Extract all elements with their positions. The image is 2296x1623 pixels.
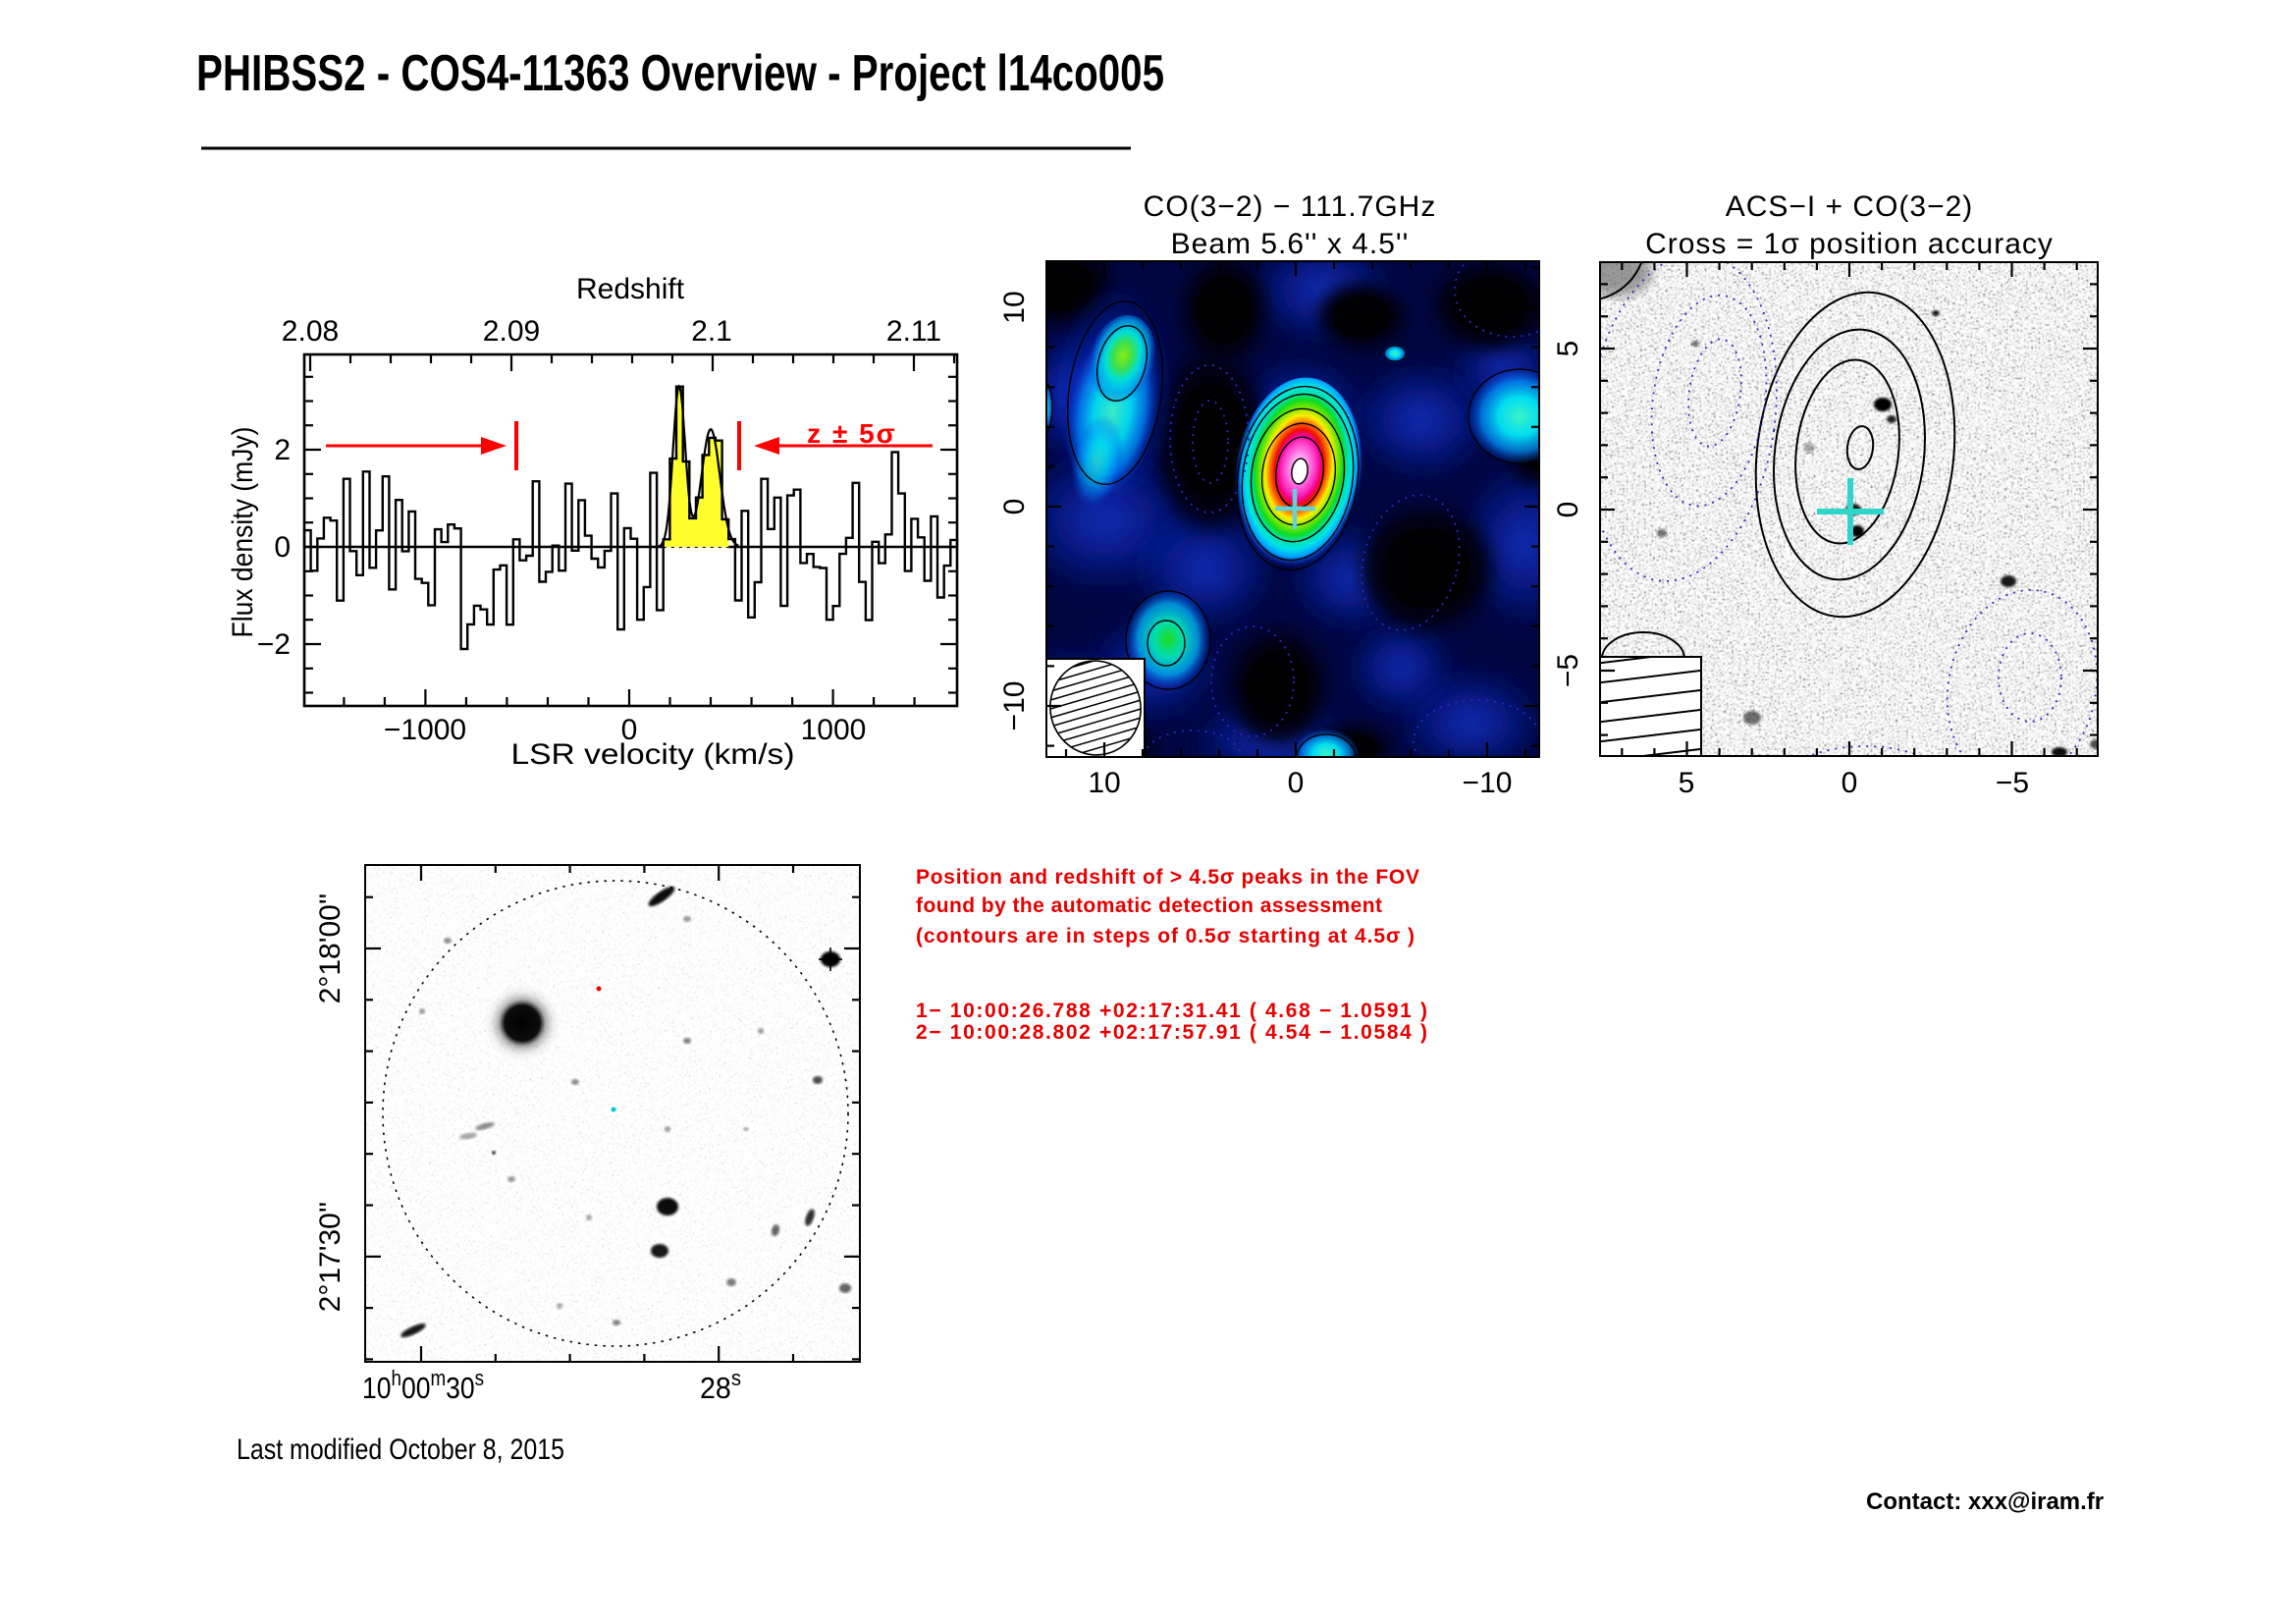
svg-text:2.09: 2.09 bbox=[483, 315, 540, 348]
svg-text:Contact: xxx@iram.fr: Contact: xxx@iram.fr bbox=[1866, 1488, 2104, 1515]
svg-text:0: 0 bbox=[621, 714, 638, 746]
svg-text:Cross = 1σ position accura: Cross = 1σ position accuracy bbox=[1645, 228, 2054, 260]
svg-text:2°17'30'': 2°17'30'' bbox=[314, 1202, 347, 1313]
svg-text:0: 0 bbox=[1552, 502, 1584, 518]
svg-text:0: 0 bbox=[1842, 767, 1858, 799]
svg-text:5: 5 bbox=[1552, 341, 1584, 357]
svg-text:0: 0 bbox=[274, 531, 291, 564]
svg-text:5: 5 bbox=[1679, 767, 1695, 799]
svg-text:10h00m30s: 10h00m30s bbox=[362, 1366, 484, 1405]
svg-text:CO(3−2) − 111.7GHz: CO(3−2) − 111.7GHz bbox=[1144, 190, 1437, 223]
svg-text:1− 10:00:26.788 +02:17:31.: 1− 10:00:26.788 +02:17:31.41 ( 4.68 − 1.… bbox=[916, 1000, 1427, 1022]
svg-text:found by the automatic detecti: found by the automatic detection assessm… bbox=[916, 894, 1382, 917]
svg-text:−10: −10 bbox=[1463, 767, 1513, 799]
svg-text:0: 0 bbox=[1288, 767, 1305, 799]
svg-text:−10: −10 bbox=[998, 681, 1031, 731]
svg-text:Last modified October 8, 2015: Last modified October 8, 2015 bbox=[237, 1434, 564, 1466]
svg-text:LSR velocity (km/s): LSR velocity (km/s) bbox=[511, 738, 795, 771]
svg-text:10: 10 bbox=[1088, 767, 1120, 799]
svg-text:−1000: −1000 bbox=[384, 714, 466, 746]
svg-text:Redshift: Redshift bbox=[576, 273, 685, 305]
svg-text:z ± 5σ: z ± 5σ bbox=[807, 418, 897, 449]
svg-text:2.08: 2.08 bbox=[282, 315, 339, 348]
svg-text:2− 10:00:28.802 +02:17:57.: 2− 10:00:28.802 +02:17:57.91 ( 4.54 − 1.… bbox=[916, 1021, 1427, 1044]
svg-text:Flux density (mJy): Flux density (mJy) bbox=[227, 427, 259, 638]
svg-text:ACS−I + CO(3−2): ACS−I + CO(3−2) bbox=[1726, 190, 1974, 223]
svg-text:0: 0 bbox=[998, 499, 1031, 515]
svg-text:28s: 28s bbox=[700, 1366, 741, 1405]
svg-text:2.1: 2.1 bbox=[691, 315, 732, 348]
svg-text:−5: −5 bbox=[1552, 654, 1584, 687]
svg-text:−5: −5 bbox=[1996, 767, 2029, 799]
svg-text:2: 2 bbox=[274, 434, 291, 466]
svg-text:10: 10 bbox=[998, 291, 1031, 323]
svg-text:(contours are in steps of 0.5σ: (contours are in steps of 0.5σ starting … bbox=[916, 925, 1415, 947]
svg-text:Position and redshift of > 4.5: Position and redshift of > 4.5σ peaks in… bbox=[916, 866, 1419, 889]
svg-text:2.11: 2.11 bbox=[886, 315, 941, 348]
svg-text:Beam 5.6'' x 4.5'': Beam 5.6'' x 4.5'' bbox=[1171, 228, 1410, 260]
svg-text:1000: 1000 bbox=[801, 714, 867, 746]
svg-text:2°18'00'': 2°18'00'' bbox=[314, 893, 347, 1004]
svg-text:−2: −2 bbox=[257, 628, 291, 661]
svg-text:PHIBSS2 - COS4-11363 Overview: PHIBSS2 - COS4-11363 Overview - Project … bbox=[196, 45, 1164, 102]
